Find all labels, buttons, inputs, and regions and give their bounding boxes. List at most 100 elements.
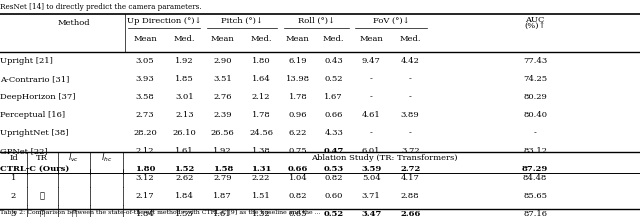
- Text: 2.62: 2.62: [175, 174, 193, 182]
- Text: 6.22: 6.22: [289, 129, 307, 137]
- Text: 26.10: 26.10: [172, 129, 196, 137]
- Text: A-Contrario [31]: A-Contrario [31]: [0, 75, 69, 83]
- Text: 2.66: 2.66: [400, 210, 420, 217]
- Text: 4.17: 4.17: [401, 174, 420, 182]
- Text: 2.73: 2.73: [136, 111, 154, 119]
- Text: 1.84: 1.84: [175, 192, 194, 200]
- Text: 1.53: 1.53: [175, 210, 194, 217]
- Text: -: -: [370, 75, 372, 83]
- Text: 87.29: 87.29: [522, 165, 548, 173]
- Text: 0.96: 0.96: [289, 111, 307, 119]
- Text: Mean: Mean: [133, 35, 157, 43]
- Text: Mean: Mean: [286, 35, 310, 43]
- Text: 1.80: 1.80: [252, 57, 271, 65]
- Text: 2.13: 2.13: [175, 111, 194, 119]
- Text: -: -: [370, 93, 372, 101]
- Text: 9.47: 9.47: [362, 57, 381, 65]
- Text: 1.92: 1.92: [213, 147, 232, 155]
- Text: GPNet [22]: GPNet [22]: [0, 147, 47, 155]
- Text: CTRL-C (Ours): CTRL-C (Ours): [0, 165, 69, 173]
- Text: 1.92: 1.92: [175, 57, 194, 65]
- Text: Upright [21]: Upright [21]: [0, 57, 53, 65]
- Text: $l_{vc}$: $l_{vc}$: [68, 152, 79, 164]
- Text: 2.90: 2.90: [214, 57, 232, 65]
- Text: 6.19: 6.19: [289, 57, 307, 65]
- Text: UprightNet [38]: UprightNet [38]: [0, 129, 68, 137]
- Text: -: -: [370, 129, 372, 137]
- Text: 24.56: 24.56: [249, 129, 273, 137]
- Text: 2.12: 2.12: [252, 93, 270, 101]
- Text: 2.17: 2.17: [136, 192, 154, 200]
- Text: 1.58: 1.58: [212, 165, 233, 173]
- Text: Roll (°)↓: Roll (°)↓: [298, 17, 335, 25]
- Text: 2.22: 2.22: [252, 174, 270, 182]
- Text: 4.42: 4.42: [401, 57, 420, 65]
- Text: 80.40: 80.40: [523, 111, 547, 119]
- Text: 85.65: 85.65: [523, 192, 547, 200]
- Text: 77.43: 77.43: [523, 57, 547, 65]
- Text: 0.66: 0.66: [324, 111, 343, 119]
- Text: 87.16: 87.16: [523, 210, 547, 217]
- Text: Mean: Mean: [359, 35, 383, 43]
- Text: $l_{hc}$: $l_{hc}$: [100, 152, 112, 164]
- Text: 74.25: 74.25: [523, 75, 547, 83]
- Text: 0.66: 0.66: [288, 165, 308, 173]
- Text: 3.71: 3.71: [362, 192, 381, 200]
- Text: ✓: ✓: [40, 192, 45, 200]
- Text: 1.32: 1.32: [252, 210, 271, 217]
- Text: 1.04: 1.04: [289, 174, 307, 182]
- Text: 4.61: 4.61: [362, 111, 381, 119]
- Text: 1: 1: [11, 174, 16, 182]
- Text: -: -: [409, 93, 412, 101]
- Text: 0.53: 0.53: [324, 165, 344, 173]
- Text: 1.61: 1.61: [213, 210, 232, 217]
- Text: 2: 2: [11, 192, 16, 200]
- Text: 0.82: 0.82: [289, 192, 307, 200]
- Text: -: -: [409, 75, 412, 83]
- Text: 0.52: 0.52: [324, 210, 344, 217]
- Text: 3.59: 3.59: [361, 165, 381, 173]
- Text: 1.80: 1.80: [135, 165, 155, 173]
- Text: Perceptual [16]: Perceptual [16]: [0, 111, 65, 119]
- Text: 1.52: 1.52: [174, 165, 195, 173]
- Text: Method: Method: [58, 19, 90, 27]
- Text: Med.: Med.: [323, 35, 344, 43]
- Text: 2.79: 2.79: [213, 174, 232, 182]
- Text: -: -: [409, 129, 412, 137]
- Text: Med.: Med.: [399, 35, 421, 43]
- Text: 3.51: 3.51: [213, 75, 232, 83]
- Text: Pitch (°)↓: Pitch (°)↓: [221, 17, 263, 25]
- Text: 2.76: 2.76: [214, 93, 232, 101]
- Text: ResNet [14] to directly predict the camera parameters.: ResNet [14] to directly predict the came…: [0, 3, 202, 11]
- Text: 84.48: 84.48: [523, 174, 547, 182]
- Text: 4.33: 4.33: [324, 129, 343, 137]
- Text: 3.72: 3.72: [401, 147, 420, 155]
- Text: 1.84: 1.84: [136, 210, 154, 217]
- Text: 0.82: 0.82: [324, 174, 343, 182]
- Text: 1.78: 1.78: [289, 93, 307, 101]
- Text: 0.60: 0.60: [324, 192, 343, 200]
- Text: 0.75: 0.75: [289, 147, 307, 155]
- Text: 3.93: 3.93: [136, 75, 154, 83]
- Text: 5.04: 5.04: [362, 174, 381, 182]
- Text: 0.47: 0.47: [324, 147, 344, 155]
- Text: 1.85: 1.85: [175, 75, 194, 83]
- Text: 3.01: 3.01: [175, 93, 194, 101]
- Text: 1.78: 1.78: [252, 111, 271, 119]
- Text: 26.56: 26.56: [211, 129, 235, 137]
- Text: 1.87: 1.87: [213, 192, 232, 200]
- Text: FoV (°)↓: FoV (°)↓: [372, 17, 410, 25]
- Text: Mean: Mean: [211, 35, 235, 43]
- Text: 83.12: 83.12: [523, 147, 547, 155]
- Text: 3.12: 3.12: [136, 174, 154, 182]
- Text: 3.89: 3.89: [401, 111, 420, 119]
- Text: 2.88: 2.88: [401, 192, 420, 200]
- Text: (%)↑: (%)↑: [524, 23, 546, 31]
- Text: 28.20: 28.20: [133, 129, 157, 137]
- Text: 6.01: 6.01: [362, 147, 380, 155]
- Text: 2.39: 2.39: [213, 111, 232, 119]
- Text: 0.43: 0.43: [324, 57, 343, 65]
- Text: Table 2: Comparison between the state-of-the-art methods with CTRL-C [9] as the : Table 2: Comparison between the state-of…: [0, 210, 321, 215]
- Text: 1.38: 1.38: [252, 147, 271, 155]
- Text: TR: TR: [36, 154, 48, 162]
